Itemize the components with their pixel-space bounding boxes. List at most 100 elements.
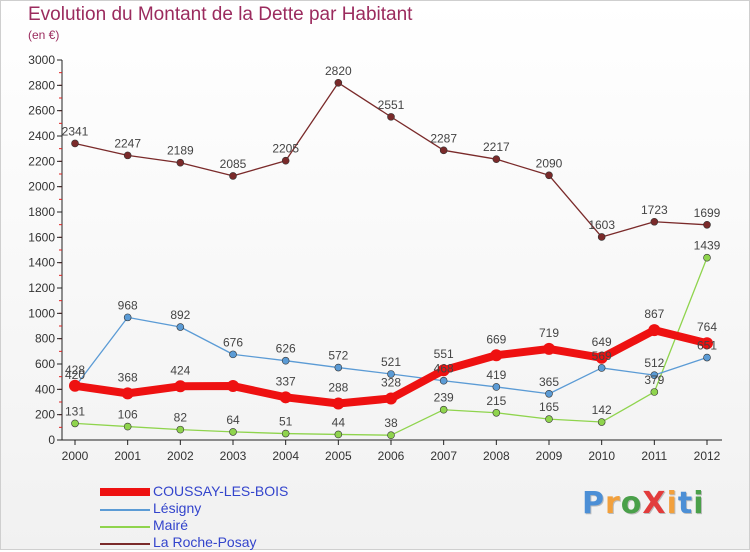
- data-label: 1603: [588, 218, 615, 232]
- data-point: [650, 388, 659, 396]
- data-point: [492, 155, 501, 163]
- data-point: [387, 113, 395, 121]
- data-label: 64: [226, 413, 240, 427]
- data-label: 239: [434, 391, 454, 405]
- data-label: 2287: [430, 131, 457, 145]
- x-tick-label: 2009: [536, 449, 563, 463]
- y-tick-label: 2800: [28, 78, 55, 92]
- x-tick-label: 2000: [62, 449, 89, 463]
- data-label: 719: [539, 326, 559, 340]
- data-label: 968: [118, 298, 138, 312]
- logo-letter: P: [582, 486, 605, 521]
- data-label: 676: [223, 335, 243, 349]
- data-point: [597, 233, 606, 241]
- data-point: [279, 391, 292, 404]
- x-tick-label: 2003: [220, 449, 247, 463]
- chart-axes: 0 200 400 600 800 1000 1200 1400 1600 1800 2000 220…: [28, 53, 722, 463]
- y-tick-label: 3000: [28, 53, 55, 67]
- data-label: 2247: [114, 136, 141, 150]
- data-point: [439, 405, 448, 414]
- x-tick-label: 2001: [114, 449, 141, 463]
- y-tick-label: 2000: [28, 180, 55, 194]
- data-point: [71, 419, 79, 428]
- data-point: [545, 389, 553, 398]
- data-label: 215: [486, 394, 506, 408]
- data-point: [597, 364, 606, 372]
- x-tick-label: 2005: [325, 449, 352, 463]
- legend-swatch-roche-posay: [100, 543, 150, 545]
- data-label: 38: [384, 416, 398, 430]
- data-point: [492, 383, 501, 391]
- data-label: 82: [174, 411, 188, 425]
- data-point: [703, 253, 711, 262]
- data-label: 1723: [641, 203, 668, 217]
- legend-label-roche-posay: La Roche-Posay: [153, 534, 257, 550]
- y-tick-label: 600: [35, 357, 55, 371]
- data-label: 1439: [694, 239, 721, 253]
- legend-label-coussay: COUSSAY-LES-BOIS: [153, 483, 289, 499]
- data-label: 2189: [167, 144, 194, 158]
- data-point: [281, 156, 290, 165]
- data-point: [227, 380, 239, 393]
- data-label: 892: [170, 308, 190, 322]
- data-label: 165: [539, 400, 559, 414]
- data-label: 2085: [220, 157, 247, 171]
- data-point: [71, 139, 79, 148]
- series-line-2: [74, 257, 708, 436]
- data-label: 1699: [694, 206, 721, 220]
- data-point: [229, 350, 237, 359]
- data-label: 551: [434, 347, 454, 361]
- data-label: 44: [332, 415, 346, 429]
- y-tick-label: 200: [35, 408, 55, 422]
- data-point: [123, 422, 132, 431]
- y-tick-label: 800: [35, 332, 55, 346]
- data-point: [229, 428, 237, 436]
- legend-swatch-lesigny: [100, 509, 150, 511]
- data-label: 764: [697, 320, 717, 334]
- data-label: 2820: [325, 64, 352, 78]
- data-label: 2217: [483, 140, 510, 154]
- data-point: [439, 146, 448, 155]
- data-point: [439, 376, 448, 385]
- y-tick-label: 1000: [28, 306, 55, 320]
- data-point: [121, 387, 134, 400]
- logo-letter: X: [642, 486, 667, 521]
- data-label: 2551: [378, 98, 405, 112]
- data-point: [123, 151, 132, 160]
- data-label: 419: [486, 368, 506, 382]
- y-tick-label: 1600: [28, 230, 55, 244]
- logo-letter: o: [620, 486, 643, 521]
- y-tick-label: 1200: [28, 281, 55, 295]
- data-label: 106: [118, 408, 138, 422]
- data-label: 521: [381, 355, 401, 369]
- data-label: 572: [328, 349, 348, 363]
- data-label: 428: [65, 363, 85, 377]
- legend-label-lesigny: Lésigny: [153, 500, 202, 516]
- data-label: 365: [539, 375, 559, 389]
- chart-title: Evolution du Montant de la Dette par Hab…: [28, 4, 413, 25]
- data-point: [650, 217, 659, 226]
- logo-letter: i: [693, 486, 705, 521]
- data-point: [492, 408, 501, 417]
- line-chart: 0 200 400 600 800 1000 1200 1400 1600 1800 2000 220…: [28, 53, 722, 463]
- data-label: 51: [279, 415, 293, 429]
- x-tick-label: 2007: [430, 449, 457, 463]
- x-tick-label: 2010: [588, 449, 615, 463]
- data-point: [176, 425, 185, 434]
- data-label: 649: [592, 335, 612, 349]
- data-point: [387, 431, 395, 439]
- data-label: 468: [434, 362, 454, 376]
- data-label: 2205: [272, 142, 299, 156]
- data-point: [648, 324, 661, 337]
- data-label: 2090: [536, 156, 563, 170]
- data-point: [229, 172, 237, 180]
- data-label: 420: [65, 368, 85, 382]
- logo-letter: r: [605, 486, 621, 521]
- data-point: [703, 220, 711, 229]
- data-point: [334, 79, 343, 87]
- data-label: 2341: [62, 124, 89, 138]
- data-point: [69, 379, 81, 392]
- x-tick-label: 2012: [694, 449, 721, 463]
- data-point: [385, 392, 397, 405]
